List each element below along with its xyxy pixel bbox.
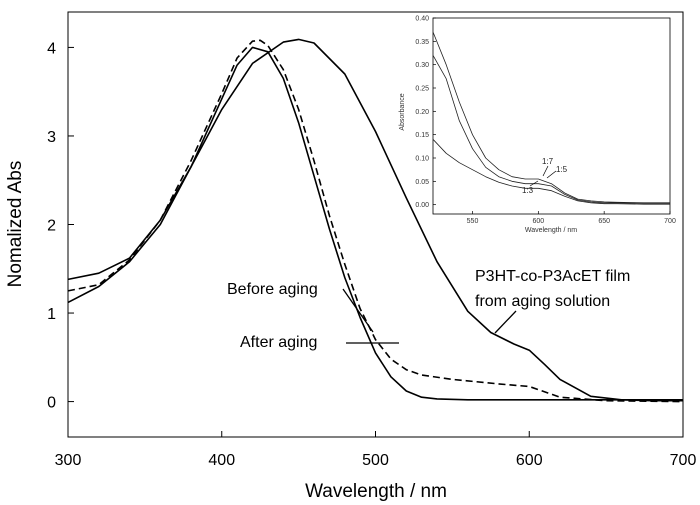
inset-y-tick-label: 0.30 <box>415 62 429 69</box>
inset-y-tick-label: 0.00 <box>415 202 429 209</box>
inset-y-tick-label: 0.35 <box>415 39 429 46</box>
inset-annotation-1-5: 1:5 <box>556 165 568 174</box>
inset-annotation-1-3: 1:3 <box>522 186 534 195</box>
inset-y-tick-label: 0.40 <box>415 16 429 23</box>
inset-y-tick-label: 0.25 <box>415 86 429 93</box>
inset-x-tick-label: 550 <box>467 218 479 225</box>
main-x-ticks: 300 400 500 600 700 <box>55 431 697 469</box>
inset-annotation-1-7: 1:7 <box>542 157 554 166</box>
inset-x-tick-label: 650 <box>598 218 610 225</box>
main-x-tick-label: 500 <box>362 452 389 469</box>
inset-x-tick-label: 700 <box>664 218 676 225</box>
main-plot: 300 400 500 600 700 0 1 2 3 4 Wavelength / nm No… <box>5 11 697 502</box>
inset-leader-1-3 <box>529 180 539 187</box>
inset-series-line-3 <box>432 139 670 205</box>
inset-series-line-2 <box>432 55 670 204</box>
inset-x-tick-label: 600 <box>532 218 544 225</box>
inset-y-axis-title: Absorbance <box>399 93 406 130</box>
main-y-tick-label: 1 <box>47 306 56 323</box>
main-y-tick-label: 2 <box>47 218 56 235</box>
inset-background <box>433 18 670 214</box>
main-y-tick-label: 0 <box>47 395 56 412</box>
annotation-film-line2: from aging solution <box>475 293 610 310</box>
main-y-tick-label: 3 <box>47 129 56 146</box>
inset-y-tick-label: 0.10 <box>415 156 429 163</box>
main-x-tick-label: 400 <box>208 452 235 469</box>
main-x-tick-label: 600 <box>516 452 543 469</box>
inset-series-group <box>432 31 670 205</box>
annotation-before-aging: Before aging <box>227 281 318 298</box>
main-series-line-2 <box>67 39 684 403</box>
main-y-tick-label: 4 <box>47 40 56 57</box>
inset-y-tick-label: 0.20 <box>415 109 429 116</box>
inset-plot: 550 600 650 700 0.00 0.05 0.10 0.15 0.20 0.25 0.3… <box>399 16 676 235</box>
inset-y-tick-label: 0.15 <box>415 132 429 139</box>
inset-x-axis-title: Wavelength / nm <box>525 227 577 234</box>
main-series-group <box>67 38 684 403</box>
main-series-line-3 <box>67 38 683 402</box>
inset-leader-1-5 <box>546 170 557 179</box>
leader-before-aging <box>342 288 374 333</box>
main-x-tick-label: 300 <box>55 452 82 469</box>
leader-film <box>494 310 517 334</box>
inset-y-tick-label: 0.05 <box>415 179 429 186</box>
main-y-ticks: 0 1 2 3 4 <box>47 40 74 412</box>
inset-series-line-1 <box>432 31 670 204</box>
inset-x-ticks: 550 600 650 700 <box>467 211 676 225</box>
inset-plot-frame <box>432 17 671 215</box>
main-y-axis-title: Nomalized Abs <box>5 161 26 288</box>
inset-y-ticks: 0.00 0.05 0.10 0.15 0.20 0.25 0.30 0.35 0.40 <box>415 16 436 209</box>
annotation-film-line1: P3HT-co-P3AcET film <box>475 268 630 285</box>
inset-leader-1-7 <box>542 165 549 177</box>
annotation-after-aging: After aging <box>240 334 317 351</box>
main-x-tick-label: 700 <box>670 452 697 469</box>
main-x-axis-title: Wavelength / nm <box>305 481 447 502</box>
